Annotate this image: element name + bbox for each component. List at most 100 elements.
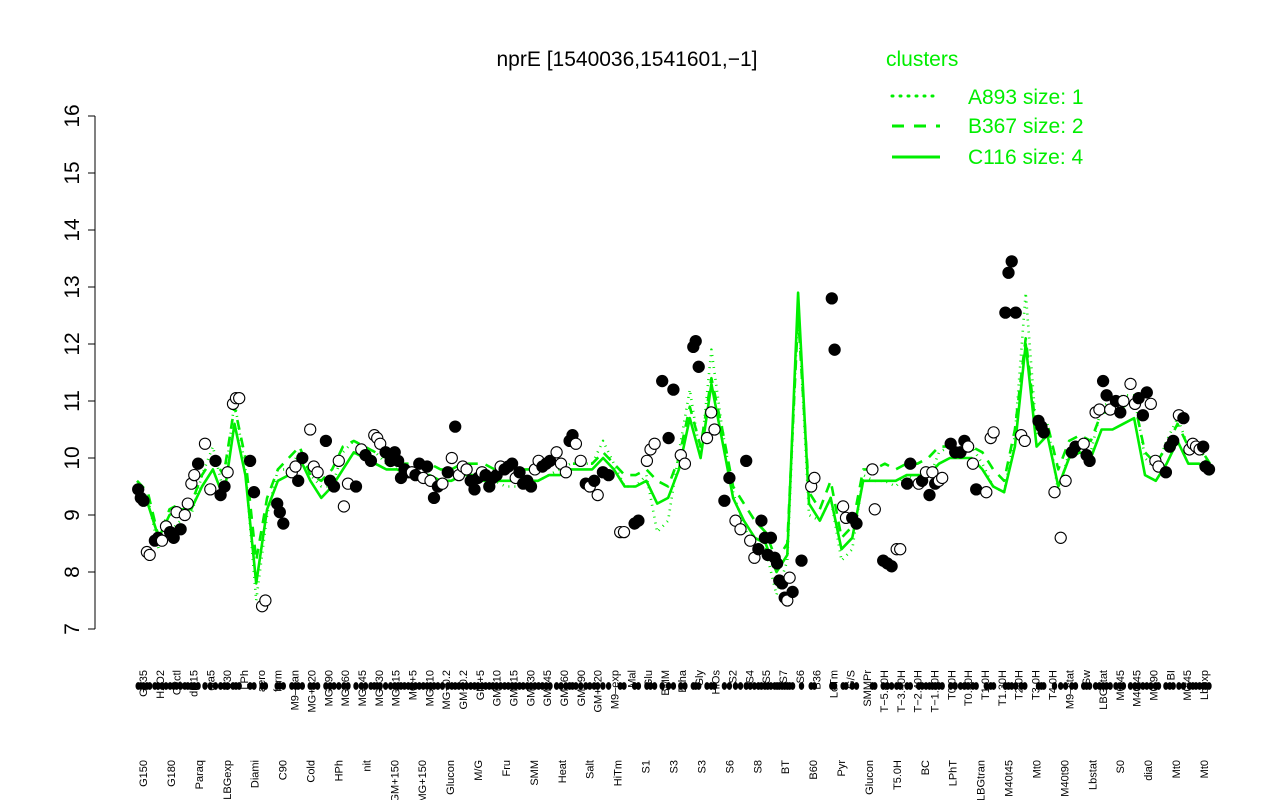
data-point-filled <box>1159 466 1173 479</box>
y-tick-label: 13 <box>61 275 84 298</box>
x-tick-label: Glucon <box>864 760 876 795</box>
x-tick-label: LBGtran <box>976 760 988 800</box>
data-point-filled <box>755 514 768 527</box>
x-tick-label: T−1.40H <box>930 670 942 713</box>
rug-mark <box>1120 682 1127 690</box>
x-tick-label: S2 <box>727 670 739 683</box>
x-tick-label: BMM <box>660 670 672 696</box>
data-point <box>678 457 692 470</box>
rug-mark <box>990 682 997 690</box>
x-tick-label: Pyr <box>836 760 848 777</box>
x-tick-label: S0 <box>1115 760 1127 773</box>
data-point-filled <box>752 543 765 556</box>
data-point <box>700 431 714 445</box>
data-point <box>836 500 850 513</box>
rug-mark <box>299 682 305 690</box>
rug-mark <box>939 682 945 690</box>
data-point <box>1048 486 1061 499</box>
rug-mark <box>1072 682 1079 690</box>
data-points <box>132 255 1216 613</box>
x-tick-label: M40t90 <box>1059 760 1071 797</box>
x-tick-label: MG+120 <box>306 670 318 713</box>
x-tick-label: M0t90 <box>1149 670 1161 701</box>
rug-mark <box>1176 682 1182 690</box>
x-tick-label: Lbexp <box>1199 670 1211 700</box>
x-tick-label: S1 <box>641 760 653 773</box>
data-point-filled <box>718 494 731 507</box>
rug-mark <box>872 682 878 690</box>
rug-mark <box>547 682 553 690</box>
x-tick-label: BC <box>920 760 932 775</box>
rug-mark <box>147 682 153 690</box>
series-lines <box>136 291 1212 602</box>
data-point-filled <box>277 517 290 530</box>
x-tick-label: B60 <box>808 760 820 780</box>
x-tick-label: T0.30H <box>963 670 975 706</box>
data-point-filled <box>689 334 702 348</box>
x-tick-label: Glu <box>643 670 655 687</box>
x-tick-label: T5.0H <box>892 760 904 790</box>
data-point <box>705 406 718 419</box>
x-tick-label: dia5 <box>205 670 217 691</box>
data-point <box>808 471 821 485</box>
data-point <box>708 423 721 436</box>
data-point-filled <box>1167 434 1180 448</box>
data-point-filled <box>632 514 645 527</box>
y-tick-label: 8 <box>61 566 84 578</box>
x-tick-label: S3 <box>696 760 708 773</box>
data-point-filled <box>513 466 526 479</box>
rug-mark <box>207 682 214 690</box>
x-tick-label: S3 <box>669 760 681 773</box>
data-point <box>1093 403 1106 416</box>
data-point-filled <box>319 434 333 448</box>
x-tick-label: GM+10 <box>492 670 504 706</box>
rug-mark <box>1170 682 1176 690</box>
x-tick-label: S8 <box>752 760 764 773</box>
x-tick-label: Mt0 <box>1171 760 1183 778</box>
series-line-solid <box>136 291 1211 585</box>
data-point-filled <box>1096 374 1110 388</box>
x-tick-label: S7 <box>778 670 790 683</box>
rug-mark <box>831 682 838 690</box>
data-point-filled <box>740 454 753 467</box>
rug-mark <box>1086 682 1093 690</box>
x-tick-label: LBGexp <box>222 760 234 800</box>
y-axis: 7 8 9 10 11 12 13 14 15 16 <box>61 104 96 635</box>
rug-mark <box>711 682 718 690</box>
legend-title: clusters <box>886 48 958 71</box>
rug-mark <box>353 682 359 690</box>
y-tick-label: 14 <box>61 218 84 242</box>
x-tick-label: HiTm <box>613 760 625 786</box>
data-point <box>289 460 302 473</box>
x-tick-label: T1.0H <box>980 670 992 700</box>
data-point-filled <box>349 480 363 493</box>
chart-title: nprE [1540036,1541601,−1] <box>497 48 758 71</box>
x-tick-label: GM+30 <box>525 670 537 706</box>
x-tick-label: Heat <box>557 760 569 783</box>
data-point-filled <box>1100 389 1113 402</box>
x-tick-label: MG+15 <box>391 670 403 706</box>
data-point <box>961 440 975 453</box>
x-tick-label: T2.0H <box>1014 670 1026 700</box>
data-point <box>198 437 212 450</box>
x-tick-label: Etha <box>677 669 689 693</box>
data-point-filled <box>900 477 914 490</box>
data-point-filled <box>167 531 180 544</box>
x-tick-label: Mal <box>626 670 638 688</box>
rug-mark <box>635 682 642 690</box>
x-tick-label: BT <box>780 760 792 774</box>
x-tick-label: HiOs <box>711 670 723 695</box>
data-point-filled <box>1037 426 1050 439</box>
data-point-filled <box>970 483 983 496</box>
rug-mark <box>1041 682 1047 690</box>
data-point <box>436 477 449 490</box>
x-tick-label: MG+90 <box>323 670 335 706</box>
rug-mark <box>1155 682 1162 690</box>
data-point-filled <box>1114 406 1127 419</box>
data-point-filled <box>174 523 187 536</box>
rug-mark <box>280 682 286 690</box>
x-tick-label: Sw <box>1081 670 1093 685</box>
data-point-filled <box>1083 454 1096 467</box>
data-point-filled <box>505 457 519 470</box>
x-tick-label: H2O2 <box>155 670 167 699</box>
